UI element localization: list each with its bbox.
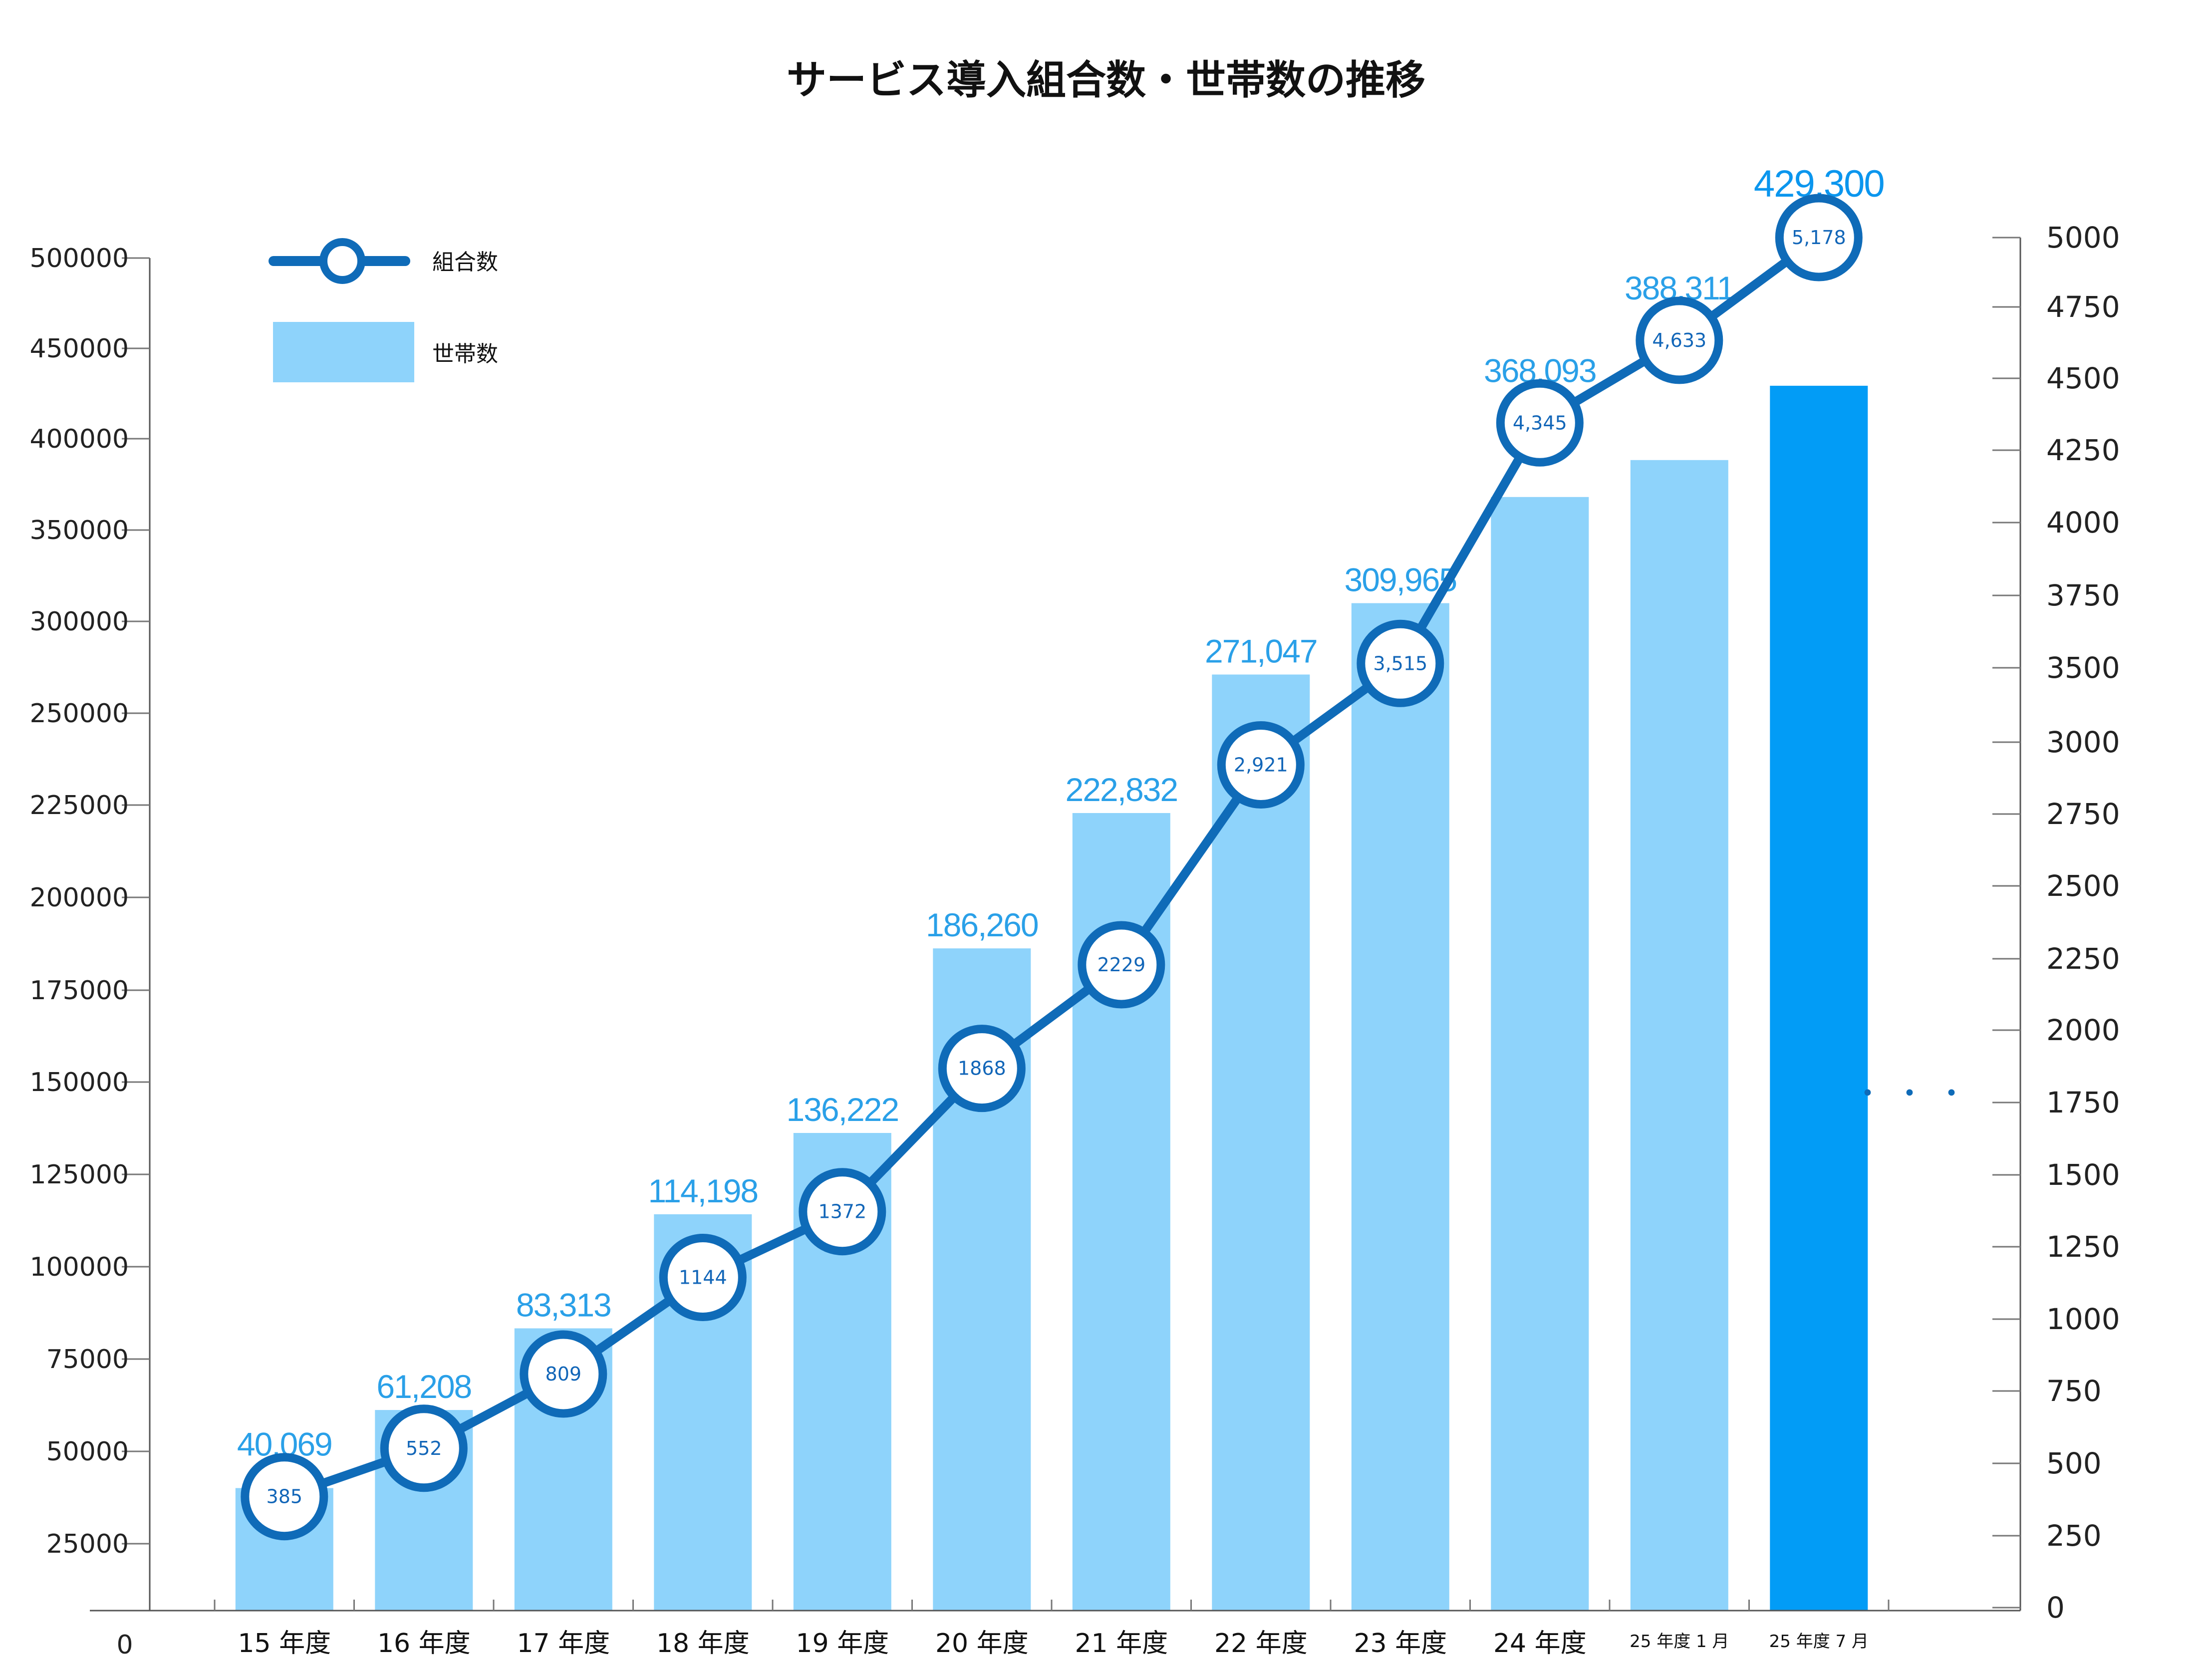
left-tick-label: 450000 bbox=[29, 334, 129, 364]
right-tick-label: 1750 bbox=[2046, 1086, 2120, 1119]
right-tick-label: 2000 bbox=[2046, 1013, 2120, 1047]
right-tick-label: 3750 bbox=[2046, 578, 2120, 612]
x-tick-label: 23 年度 bbox=[1354, 1629, 1447, 1659]
bar-value-label: 222,832 bbox=[1066, 771, 1178, 808]
right-tick-label: 1000 bbox=[2046, 1302, 2120, 1336]
x-axis-labels: 15 年度 16 年度 17 年度 18 年度 19 年度 20 年度 21 年度 22 年度… bbox=[238, 1629, 1869, 1659]
left-tick-label: 50000 bbox=[46, 1437, 129, 1467]
union-count-label: 4,633 bbox=[1652, 329, 1706, 351]
x-tick-label: 25 年度 1 月 bbox=[1630, 1632, 1729, 1652]
left-tick-label: 225000 bbox=[29, 791, 129, 821]
x-tick-label: 16 年度 bbox=[377, 1629, 471, 1659]
left-tick-label: 400000 bbox=[29, 424, 129, 454]
left-axis-ticks: 0 25000 50000 75000 100000 125000 150000 175000… bbox=[29, 244, 150, 1660]
union-count-marker bbox=[241, 1453, 328, 1541]
right-tick-label: 4750 bbox=[2046, 290, 2120, 324]
bar-households bbox=[1630, 460, 1728, 1611]
union-count-marker bbox=[938, 1025, 1026, 1112]
union-count-marker bbox=[1496, 379, 1584, 467]
x-tick-label: 22 年度 bbox=[1214, 1629, 1308, 1659]
right-tick-label: 250 bbox=[2046, 1519, 2102, 1553]
right-tick-label: 750 bbox=[2046, 1374, 2102, 1408]
left-tick-label: 300000 bbox=[29, 607, 129, 637]
left-tick-label: 150000 bbox=[29, 1068, 129, 1098]
bar-households bbox=[1770, 385, 1868, 1611]
x-tick-label: 17 年度 bbox=[517, 1629, 610, 1659]
union-count-label: 1868 bbox=[958, 1058, 1006, 1080]
right-tick-label: 2750 bbox=[2046, 797, 2120, 831]
bar-value-label: 136,222 bbox=[787, 1091, 899, 1128]
left-tick-label: 500000 bbox=[29, 244, 129, 274]
left-tick-label: 25000 bbox=[46, 1529, 129, 1559]
x-tick-label: 21 年度 bbox=[1075, 1629, 1168, 1659]
right-tick-label: 3500 bbox=[2046, 651, 2120, 685]
right-axis-ticks: 0 250 500 750 1000 1250 1500 1750 2000 2250 2500 27… bbox=[1992, 221, 2120, 1625]
bar-value-label: 186,260 bbox=[926, 906, 1038, 943]
union-count-label: 5,178 bbox=[1792, 227, 1846, 249]
left-tick-label: 0 bbox=[116, 1630, 133, 1660]
union-count-label: 3,515 bbox=[1373, 652, 1427, 674]
union-count-marker bbox=[1636, 296, 1723, 384]
x-tick-label: 20 年度 bbox=[935, 1629, 1029, 1659]
right-tick-label: 5000 bbox=[2046, 221, 2120, 255]
bar-value-label: 271,047 bbox=[1205, 633, 1317, 670]
bar-value-label: 61,208 bbox=[376, 1368, 471, 1405]
union-count-marker bbox=[1217, 721, 1305, 809]
right-tick-label: 0 bbox=[2046, 1591, 2065, 1625]
legend-line-label: 組合数 bbox=[432, 250, 498, 275]
bars-layer bbox=[235, 385, 1868, 1611]
right-tick-label: 4500 bbox=[2046, 361, 2120, 395]
union-count-marker bbox=[520, 1330, 607, 1418]
x-tick-label: 25 年度 7 月 bbox=[1769, 1632, 1869, 1652]
right-tick-label: 4250 bbox=[2046, 433, 2120, 467]
union-count-label: 4,345 bbox=[1513, 412, 1567, 434]
union-count-line-layer: 385 552 809 1144 1372 1868 2229 2,921 3,515 4,345… bbox=[241, 194, 1863, 1541]
x-tick-label: 18 年度 bbox=[656, 1629, 750, 1659]
left-tick-label: 175000 bbox=[29, 976, 129, 1006]
legend-bar-swatch bbox=[273, 322, 414, 382]
x-tick-label: 15 年度 bbox=[238, 1629, 331, 1659]
right-tick-label: 2500 bbox=[2046, 869, 2120, 903]
union-count-label: 1144 bbox=[679, 1267, 727, 1289]
right-tick-label: 1500 bbox=[2046, 1158, 2120, 1192]
legend-marker-swatch bbox=[319, 238, 365, 284]
union-count-label: 552 bbox=[406, 1437, 442, 1459]
bar-households bbox=[1351, 603, 1449, 1611]
union-count-label: 2229 bbox=[1097, 954, 1145, 976]
union-count-label: 385 bbox=[267, 1486, 303, 1508]
x-tick-label: 24 年度 bbox=[1493, 1629, 1587, 1659]
axes-layer bbox=[90, 238, 2021, 1612]
chart-title: サービス導入組合数・世帯数の推移 bbox=[787, 57, 1425, 103]
left-tick-label: 200000 bbox=[29, 883, 129, 913]
bar-value-label: 83,313 bbox=[516, 1287, 611, 1324]
x-tick-label: 19 年度 bbox=[796, 1629, 889, 1659]
bar-households bbox=[1212, 674, 1310, 1611]
right-tick-label: 1250 bbox=[2046, 1230, 2120, 1264]
left-tick-label: 100000 bbox=[29, 1252, 129, 1282]
left-tick-label: 125000 bbox=[29, 1160, 129, 1190]
right-tick-label: 2250 bbox=[2046, 942, 2120, 976]
bar-households bbox=[1491, 497, 1589, 1611]
union-count-label: 809 bbox=[546, 1363, 582, 1385]
union-count-marker bbox=[799, 1168, 886, 1256]
union-count-marker bbox=[1357, 619, 1444, 707]
continuation-marker: ・・・ bbox=[1853, 1077, 1978, 1111]
union-count-label: 1372 bbox=[818, 1201, 866, 1223]
legend-bar-label: 世帯数 bbox=[432, 341, 498, 367]
right-tick-label: 3000 bbox=[2046, 725, 2120, 759]
union-count-marker bbox=[659, 1234, 747, 1321]
bar-value-label: 114,198 bbox=[648, 1172, 758, 1209]
union-count-marker bbox=[1775, 194, 1863, 281]
union-count-marker bbox=[380, 1404, 468, 1492]
legend: 組合数 世帯数 bbox=[269, 238, 498, 382]
right-tick-label: 500 bbox=[2046, 1446, 2102, 1480]
right-tick-label: 4000 bbox=[2046, 506, 2120, 540]
left-tick-label: 250000 bbox=[29, 699, 129, 729]
union-count-label: 2,921 bbox=[1234, 754, 1288, 776]
left-tick-label: 75000 bbox=[46, 1345, 129, 1375]
union-count-marker bbox=[1078, 921, 1165, 1009]
left-tick-label: 350000 bbox=[29, 516, 129, 546]
